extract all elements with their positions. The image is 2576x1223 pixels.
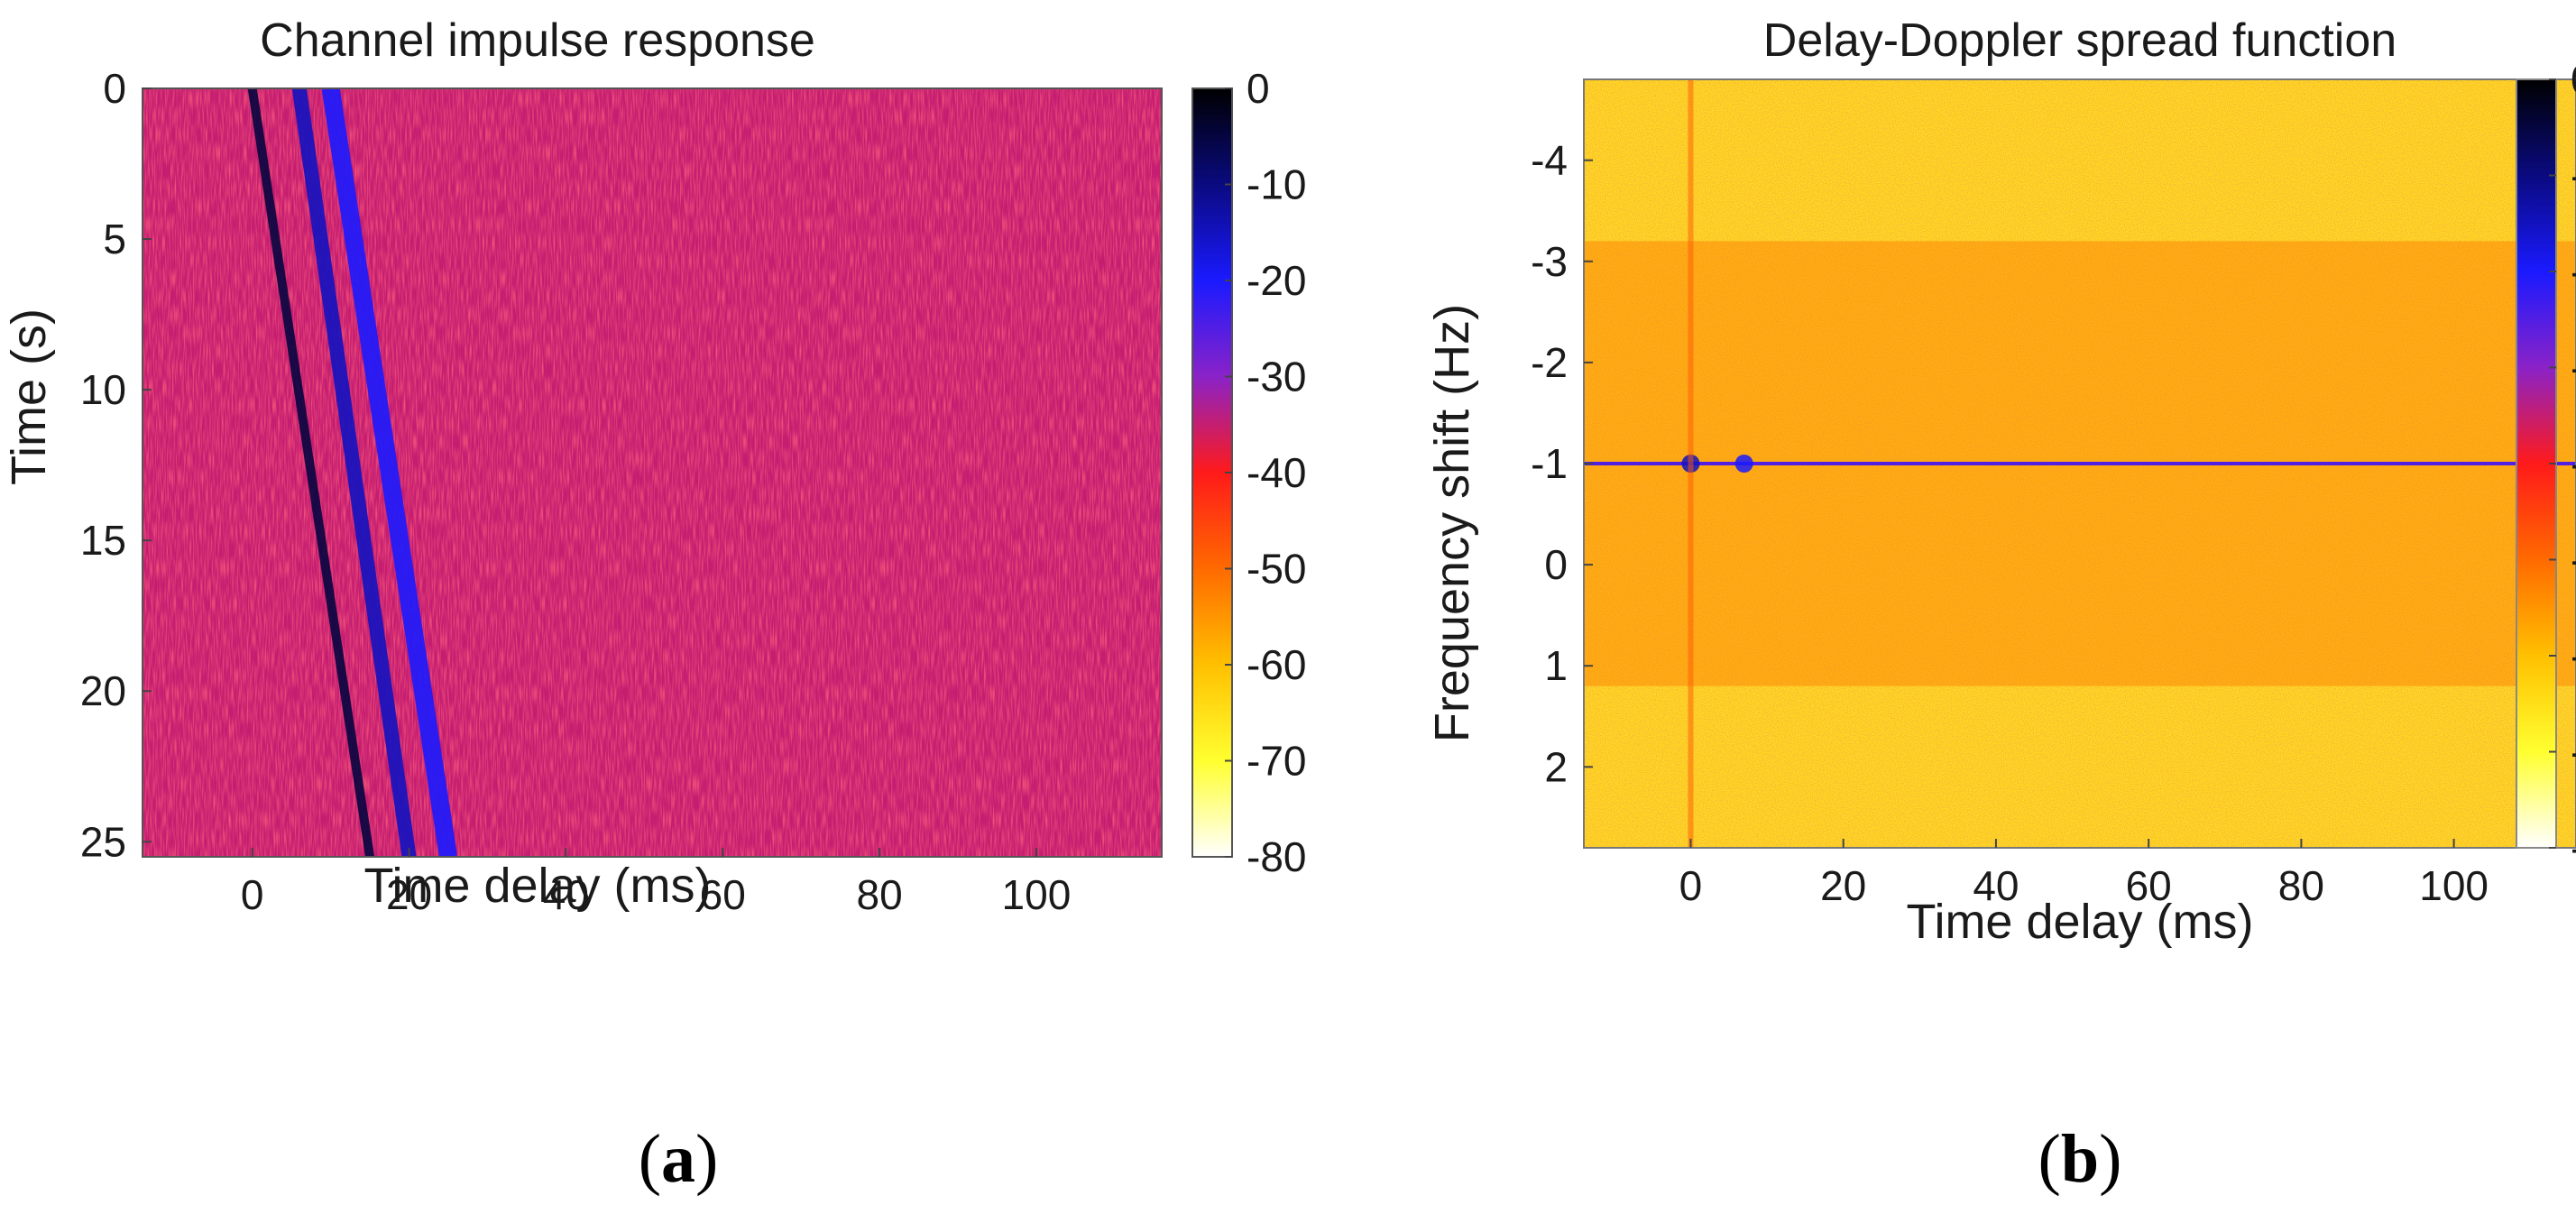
chart-a-path-1 (291, 88, 417, 857)
chart-b-colorbar-tick-label: -70 (2571, 729, 2576, 776)
chart-a-colorbar-tick-label: -40 (1247, 449, 1306, 496)
chart-b-y-tick-label: 2 (1544, 743, 1568, 790)
panel-label-a: (a) (639, 1121, 719, 1197)
chart-b-y-tick-label: 0 (1544, 541, 1568, 588)
chart-b-y-tick-label: 1 (1544, 642, 1568, 689)
chart-b-x-label: Time delay (ms) (1906, 895, 2253, 949)
chart-b-spot-2 (1734, 455, 1753, 473)
chart-b-x-tick-label: 40 (1973, 862, 2019, 909)
chart-b-x-tick-label: 100 (2419, 862, 2489, 909)
chart-b-colorbar-tick-label: -20 (2571, 248, 2576, 295)
chart-b-colorbar-tick-label: -40 (2571, 440, 2576, 487)
chart-a-colorbar-tick-label: -70 (1247, 738, 1306, 785)
chart-b-x-tick-label: 0 (1679, 862, 1703, 909)
chart-a-y-ticks: 0 5 10 15 20 25 (80, 65, 152, 865)
chart-a-colorbar-tick-label: -20 (1247, 257, 1306, 304)
chart-a-y-label: Time (s) (2, 308, 56, 485)
chart-b-colorbar-tick-label: 0 (2571, 56, 2576, 103)
chart-a-x-tick-label: 60 (700, 871, 746, 918)
chart-a-colorbar-tick-label: -10 (1247, 161, 1306, 208)
chart-a-x-tick-label: 20 (386, 871, 432, 918)
chart-b-x-tick-label: 80 (2278, 862, 2324, 909)
chart-b-colorbar-tick-label: -80 (2571, 824, 2576, 871)
chart-a-y-tick-label: 5 (103, 216, 126, 262)
chart-channel-impulse-response: Channel impulse response 0 20 40 60 80 100 05… (2, 14, 1306, 918)
chart-b-y-ticks: -4 -3 -2 -1 0 1 2 (1531, 137, 1593, 790)
chart-a-colorbar-ticks: 0 -10 -20 -30 -40 -50 -60 -70 -80 (1225, 65, 1306, 880)
chart-a-colorbar-tick-label: -60 (1247, 641, 1306, 688)
chart-a-y-tick-label: 10 (80, 366, 126, 413)
chart-b-y-tick-label: -2 (1531, 339, 1568, 386)
chart-a-y-tick-label: 20 (80, 667, 126, 714)
chart-b-y-tick-label: -3 (1531, 238, 1568, 285)
chart-b-y-label: Frequency shift (Hz) (1425, 304, 1479, 742)
chart-a-frame (142, 87, 1163, 858)
chart-b-colorbar-tick-label: -50 (2571, 537, 2576, 584)
chart-b-title: Delay-Doppler spread function (1763, 14, 2397, 67)
chart-b-colorbar-ticks: 0 -10 -20 -30 -40 -50 -60 -70 -80 (2549, 56, 2576, 871)
chart-b-colorbar-tick-label: -10 (2571, 152, 2576, 199)
chart-a-plot-area (143, 88, 1162, 857)
chart-a-features (247, 88, 457, 857)
chart-a-x-tick-label: 80 (856, 871, 902, 918)
chart-a-path-2 (321, 88, 457, 857)
panel-label-b-letter: b (2061, 1121, 2099, 1197)
chart-b-y-tick-label: -4 (1531, 137, 1568, 184)
chart-a-x-label: Time delay (ms) (363, 859, 711, 913)
chart-b-x-ticks: 0 20 40 60 80 100 (1679, 839, 2489, 909)
chart-a-x-tick-label: 40 (543, 871, 589, 918)
chart-a-y-tick-label: 15 (80, 517, 126, 564)
chart-a-colorbar-tick-label: -30 (1247, 354, 1306, 400)
chart-a-x-tick-label: 100 (1002, 871, 1072, 918)
chart-a-y-tick-label: 0 (103, 65, 126, 112)
chart-a-title: Channel impulse response (260, 14, 815, 67)
panel-label-b: (b) (2038, 1121, 2122, 1197)
chart-a-noise (143, 88, 1162, 857)
chart-a-colorbar-tick-label: -80 (1247, 833, 1306, 880)
chart-b-x-tick-label: 60 (2126, 862, 2172, 909)
chart-a-y-tick-label: 25 (80, 818, 126, 865)
chart-a-path-0 (247, 88, 375, 857)
chart-b-colorbar-tick-label: -60 (2571, 632, 2576, 679)
chart-b-colorbar-tick-label: -30 (2571, 345, 2576, 391)
chart-b-y-tick-label: -1 (1531, 440, 1568, 487)
panel-label-a-letter: a (661, 1121, 695, 1197)
chart-delay-doppler-spread: Delay-Doppler spread function 0 20 40 60 80 1… (1425, 14, 2576, 949)
chart-b-x-tick-label: 20 (1820, 862, 1866, 909)
chart-a-colorbar-tick-label: -50 (1247, 546, 1306, 593)
chart-a-colorbar-tick-label: 0 (1247, 65, 1270, 112)
chart-b-features (1584, 79, 2576, 848)
chart-a-x-ticks: 0 20 40 60 80 100 (241, 848, 1071, 918)
chart-b-plot-area (1584, 79, 2576, 848)
chart-a-x-tick-label: 0 (241, 871, 264, 918)
